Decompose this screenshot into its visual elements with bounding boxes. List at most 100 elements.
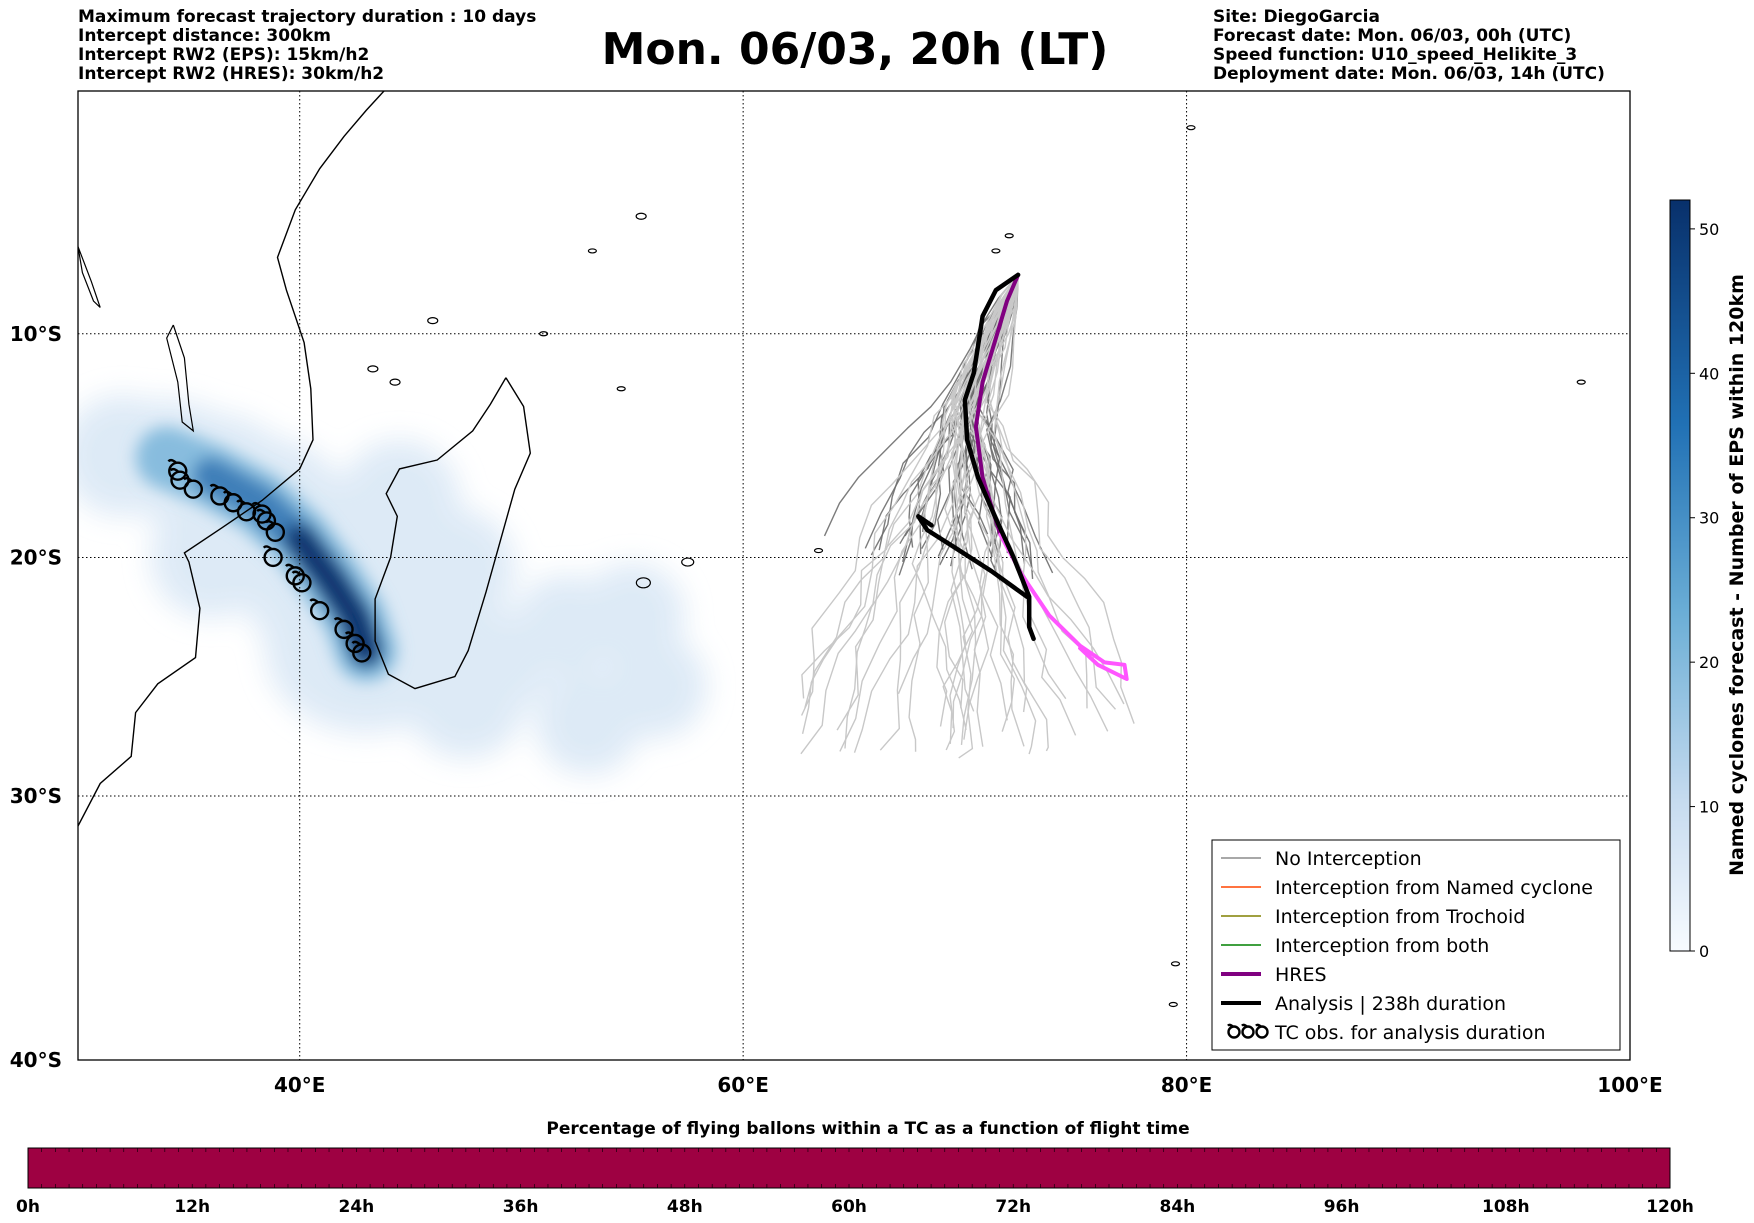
tc-symbol bbox=[333, 617, 354, 640]
colorbar-tick-label: 50 bbox=[1699, 220, 1719, 239]
eps-trajectory bbox=[800, 274, 1019, 716]
tc-symbol bbox=[167, 458, 188, 481]
island-outline bbox=[1186, 125, 1196, 131]
eps-trajectory bbox=[836, 274, 1019, 731]
eps-trajectories bbox=[800, 274, 1135, 759]
tc-symbol bbox=[262, 545, 283, 568]
percent-bar-fill bbox=[27, 1147, 1671, 1189]
island-outline bbox=[538, 331, 549, 337]
tc-symbol bbox=[1255, 1023, 1269, 1039]
tc-percentage-bar: Percentage of flying ballons within a TC… bbox=[16, 1119, 1694, 1217]
latitude-label: 30°S bbox=[10, 784, 62, 808]
eps-trajectory bbox=[801, 274, 1019, 734]
colorbar-tick-label: 40 bbox=[1699, 364, 1719, 383]
percent-bar-tick-label: 0h bbox=[16, 1197, 40, 1217]
legend-label: Interception from Named cyclone bbox=[1275, 877, 1593, 899]
analysis-track-loop bbox=[916, 514, 1030, 599]
island-outline bbox=[1004, 233, 1014, 239]
island-outline bbox=[681, 557, 695, 567]
legend: No Interception Interception from Named c… bbox=[1211, 839, 1621, 1051]
latitude-label: 20°S bbox=[10, 545, 62, 569]
intercept-eps-text: Intercept RW2 (EPS): 15km/h2 bbox=[78, 45, 370, 65]
tc-symbol bbox=[222, 490, 243, 513]
map-title: Mon. 06/03, 20h (LT) bbox=[601, 24, 1109, 75]
legend-label: Analysis | 238h duration bbox=[1275, 993, 1506, 1015]
africa-coastline bbox=[78, 91, 385, 827]
eps-trajectory bbox=[956, 274, 1019, 740]
eps-trajectory bbox=[958, 274, 1019, 759]
tc-symbol bbox=[351, 640, 372, 663]
graticule bbox=[78, 91, 1630, 1060]
longitude-label: 60°E bbox=[717, 1073, 769, 1097]
island-outline bbox=[389, 378, 401, 386]
density-core bbox=[284, 524, 382, 666]
eps-count-colorbar: Named cyclones forecast - Number of EPS … bbox=[1669, 199, 1748, 961]
colorbar-title: Named cyclones forecast - Number of EPS … bbox=[1726, 274, 1748, 876]
forecast-date-text: Forecast date: Mon. 06/03, 00h (UTC) bbox=[1213, 26, 1572, 46]
legend-item: Analysis | 238h duration bbox=[1221, 993, 1506, 1015]
max-duration-text: Maximum forecast trajectory duration : 1… bbox=[78, 7, 537, 27]
lake-tanganyika-outline bbox=[78, 246, 101, 308]
island-outline bbox=[427, 317, 439, 325]
legend-item: TC obs. for analysis duration bbox=[1227, 1022, 1546, 1044]
island-outline bbox=[616, 386, 626, 392]
madagascar-coastline bbox=[374, 377, 532, 690]
legend-box bbox=[1211, 839, 1621, 1051]
latitude-label: 10°S bbox=[10, 322, 62, 346]
island-outline bbox=[1170, 961, 1181, 967]
legend-label: Interception from both bbox=[1275, 935, 1489, 957]
eps-trajectory bbox=[965, 274, 1049, 752]
island-outline bbox=[1168, 1001, 1178, 1008]
hres-track-early bbox=[973, 272, 1021, 537]
intercept-hres-text: Intercept RW2 (HRES): 30km/h2 bbox=[78, 64, 385, 84]
island-outline bbox=[587, 248, 597, 254]
island-outline bbox=[813, 547, 824, 554]
eps-trajectory bbox=[839, 274, 1019, 752]
percent-bar-tick-label: 48h bbox=[667, 1197, 703, 1217]
density-halo bbox=[406, 638, 526, 759]
percent-bar-tick-label: 60h bbox=[831, 1197, 867, 1217]
legend-label: TC obs. for analysis duration bbox=[1274, 1022, 1546, 1044]
legend-item: No Interception bbox=[1221, 848, 1422, 870]
tc-observations bbox=[167, 458, 372, 663]
tc-symbol bbox=[285, 563, 305, 586]
legend-item: Interception from Trochoid bbox=[1221, 906, 1525, 928]
tc-symbol bbox=[1241, 1023, 1255, 1039]
coastline bbox=[78, 91, 1586, 1008]
hres-trajectory bbox=[973, 272, 1129, 681]
legend-item: Interception from Named cyclone bbox=[1221, 877, 1593, 899]
lake-malawi-outline bbox=[166, 324, 195, 433]
eps-trajectory bbox=[823, 274, 1019, 537]
latitude-label: 40°S bbox=[10, 1048, 62, 1072]
colorbar-tick-label: 20 bbox=[1699, 653, 1719, 672]
island-outline bbox=[367, 365, 379, 373]
tc-symbol bbox=[291, 570, 312, 593]
legend-item: HRES bbox=[1221, 964, 1327, 986]
colorbar-tick-label: 0 bbox=[1699, 942, 1709, 961]
tc-symbol bbox=[309, 598, 330, 621]
longitude-label: 80°E bbox=[1161, 1073, 1213, 1097]
percent-bar-tick-label: 72h bbox=[995, 1197, 1031, 1217]
site-info: Site: DiegoGarcia Forecast date: Mon. 06… bbox=[1213, 8, 1605, 84]
percent-bar-tick-label: 12h bbox=[174, 1197, 210, 1217]
legend-item: Interception from both bbox=[1221, 935, 1489, 957]
longitude-label: 100°E bbox=[1597, 1073, 1662, 1097]
tc-symbol bbox=[1227, 1023, 1241, 1039]
percent-bar-tick-label: 36h bbox=[503, 1197, 539, 1217]
run-parameters: Maximum forecast trajectory duration : 1… bbox=[78, 8, 536, 84]
analysis-track bbox=[962, 272, 1036, 642]
percent-bar-tick-label: 24h bbox=[339, 1197, 375, 1217]
percent-bar-tick-label: 108h bbox=[1482, 1197, 1530, 1217]
tc-symbol bbox=[183, 476, 203, 499]
eps-trajectory bbox=[870, 274, 1019, 556]
island-outline bbox=[1576, 379, 1586, 385]
island-outline bbox=[635, 577, 651, 589]
island-outline bbox=[991, 248, 1001, 254]
speed-function-text: Speed function: U10_speed_Helikite_3 bbox=[1213, 45, 1578, 65]
colorbar-gradient bbox=[1669, 199, 1691, 952]
density-lobe bbox=[535, 670, 640, 775]
deployment-date-text: Deployment date: Mon. 06/03, 14h (UTC) bbox=[1213, 64, 1605, 84]
latitude-labels: 10°S 20°S 30°S 40°S bbox=[10, 322, 62, 1072]
eps-trajectory bbox=[985, 274, 1117, 710]
